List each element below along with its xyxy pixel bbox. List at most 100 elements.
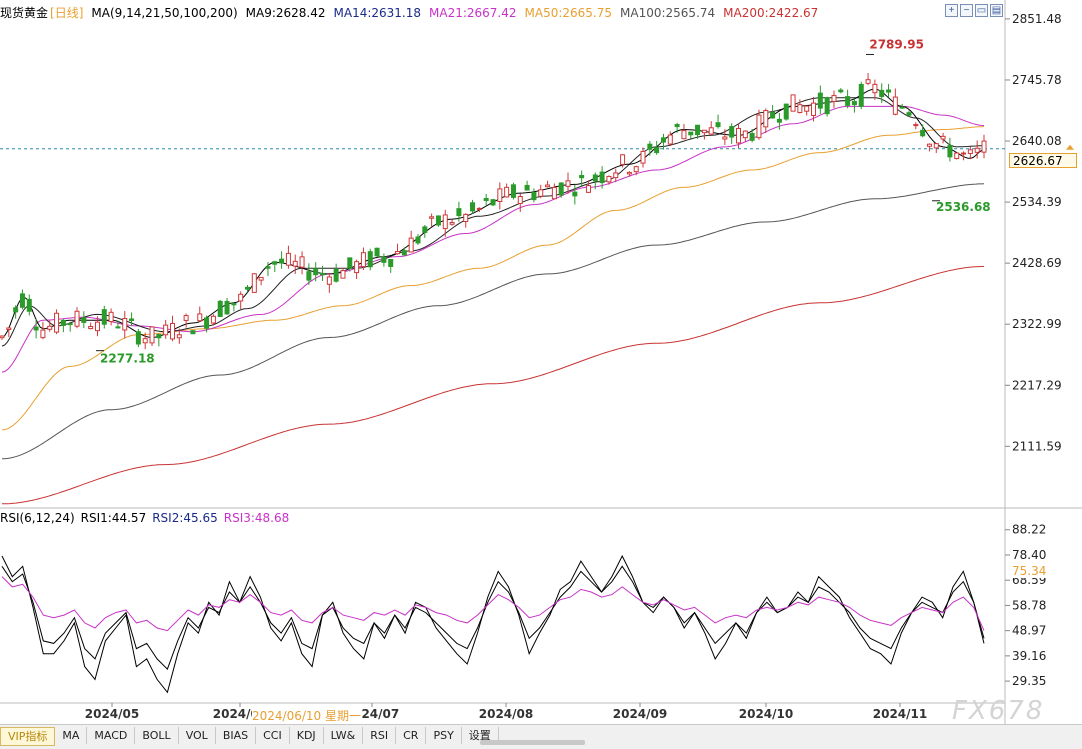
candle-body — [824, 97, 830, 115]
candle — [456, 201, 462, 222]
candle-body — [122, 317, 128, 331]
candle-body — [701, 129, 707, 134]
candle-body — [456, 208, 462, 217]
tab-macd[interactable]: MACD — [87, 727, 136, 744]
candle — [660, 133, 666, 150]
candle-body — [204, 317, 210, 329]
time-tick-label: 2024/08 — [479, 707, 533, 721]
candle-body — [67, 323, 73, 326]
rsi-indicator-label[interactable]: RSI(6,12,24) — [0, 511, 75, 525]
candle — [163, 320, 169, 339]
candle-body — [156, 333, 162, 339]
shrink-icon[interactable]: − — [960, 4, 973, 17]
candle-body — [872, 83, 878, 94]
candle-body — [108, 311, 114, 323]
candle — [88, 322, 94, 330]
horizontal-scrollbar[interactable] — [480, 740, 585, 745]
candle — [94, 316, 100, 337]
rsi2-value: RSI2:45.65 — [152, 511, 218, 525]
candle — [865, 73, 871, 86]
price-tick-label: 2640.08 — [1012, 134, 1062, 148]
price-tick-label: 2322.99 — [1012, 317, 1062, 331]
candle — [176, 328, 182, 344]
watermark-logo: FX678 — [952, 696, 1045, 726]
candle-body — [845, 96, 851, 106]
rsi1-line — [1, 554, 985, 694]
candle — [54, 309, 60, 335]
candle — [981, 134, 987, 159]
candle — [408, 230, 414, 253]
candle — [899, 103, 905, 110]
candle-body — [667, 134, 673, 145]
candle-body — [531, 192, 537, 201]
tab-boll[interactable]: BOLL — [135, 727, 179, 744]
extreme-price-label: 2789.95 — [869, 37, 924, 51]
tab-kdj[interactable]: KDJ — [290, 727, 324, 744]
candle — [224, 297, 230, 315]
candle-body — [572, 191, 578, 197]
candle-body — [551, 186, 557, 200]
candle — [681, 124, 687, 140]
candle — [913, 122, 919, 130]
candle-body — [88, 326, 94, 330]
period-label[interactable]: [日线] — [50, 6, 84, 20]
rsi-tick-label: 48.97 — [1012, 624, 1046, 638]
candle — [347, 257, 353, 272]
candle-body — [633, 166, 639, 173]
candle — [374, 247, 380, 258]
candle-body — [81, 317, 87, 323]
candle — [238, 291, 244, 310]
layout-icon[interactable]: ▤ — [990, 4, 1003, 17]
candle — [667, 131, 673, 146]
candle — [626, 171, 632, 177]
candle-body — [708, 127, 714, 135]
candle — [101, 305, 107, 329]
tab-bias[interactable]: BIAS — [216, 727, 257, 744]
time-axis: 2024/05 2024/06 2024/07 2024/08 2024/09 2024/… — [85, 703, 927, 721]
ma100-line — [1, 183, 985, 460]
candle — [715, 114, 721, 129]
candle-body — [360, 252, 366, 268]
candle — [279, 251, 285, 269]
candle — [633, 165, 639, 176]
candle — [299, 251, 305, 275]
candle — [183, 313, 189, 328]
rsi-tick-label: 78.40 — [1012, 548, 1046, 562]
candle-body — [981, 140, 987, 153]
candle-body — [313, 268, 319, 276]
candle-body — [115, 326, 121, 329]
tab-ma[interactable]: MA — [55, 727, 88, 744]
candle-body — [504, 186, 510, 198]
candle-body — [899, 106, 905, 109]
expand-icon[interactable]: + — [945, 4, 958, 17]
price-tick-label: 2111.59 — [1012, 439, 1062, 453]
candle-body — [483, 198, 489, 201]
restore-icon[interactable]: ▭ — [975, 4, 988, 17]
tab-settings[interactable]: 设置 — [462, 727, 499, 744]
tab-cr[interactable]: CR — [396, 727, 427, 744]
ma14-value: MA14:2631.18 — [333, 6, 422, 20]
candle — [6, 327, 12, 338]
candle-body — [640, 150, 646, 164]
candle — [708, 121, 714, 135]
ma-indicator-label[interactable]: MA(9,14,21,50,100,200) — [91, 6, 238, 20]
candle — [565, 172, 571, 194]
tab-vip[interactable]: VIP指标 — [0, 727, 56, 746]
tab-psy[interactable]: PSY — [426, 727, 462, 744]
tab-rsi[interactable]: RSI — [363, 727, 397, 744]
candle — [67, 322, 73, 332]
candle-body — [920, 129, 926, 137]
candle — [156, 333, 162, 347]
candle — [81, 311, 87, 329]
main-header: 现货黄金 [日线] MA(9,14,21,50,100,200) MA9:2628.4… — [0, 4, 826, 22]
candle-body — [654, 147, 660, 154]
candle — [613, 168, 619, 183]
candle-body — [94, 321, 100, 332]
tab-cci[interactable]: CCI — [256, 727, 290, 744]
tab-lw[interactable]: LW& — [324, 727, 364, 744]
tab-vol[interactable]: VOL — [179, 727, 216, 744]
candle — [326, 272, 332, 293]
candle — [770, 105, 776, 119]
rsi1-value: RSI1:44.57 — [80, 511, 147, 525]
